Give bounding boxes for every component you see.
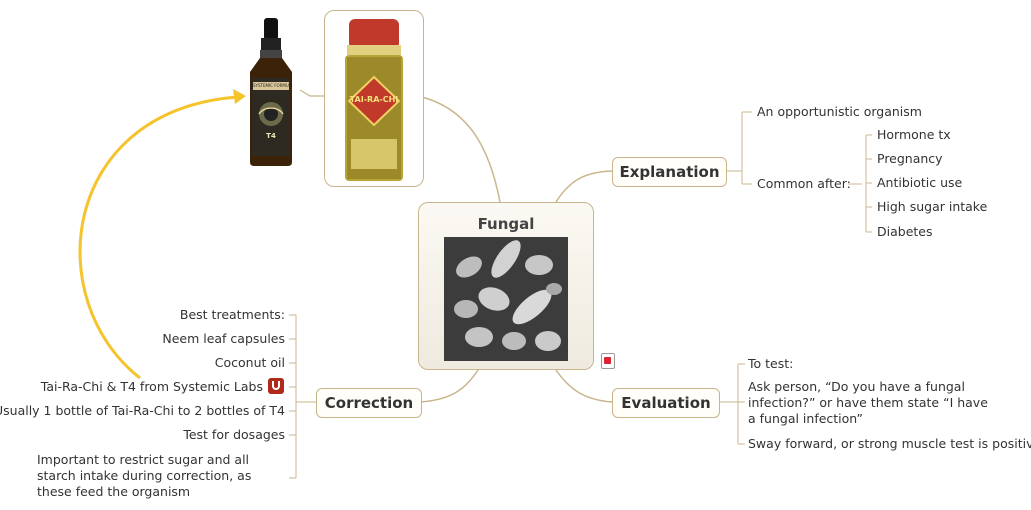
evaluation-item-ask[interactable]: Ask person, “Do you have a fungal infect… [748,379,988,426]
correction-item-best[interactable]: Best treatments: [179,307,285,322]
t4-bottle-image: SYSTEMIC FORMULAS T4 [244,16,298,166]
explanation-item-common-after[interactable]: Common after: [757,176,851,191]
tairachi-image-box: TAI-RA-CHI [324,10,424,187]
central-topic-title: Fungal [477,215,535,233]
correction-item-ratio[interactable]: Usually 1 bottle of Tai-Ra-Chi to 2 bott… [0,403,285,418]
hyperlink-icon[interactable] [268,378,284,394]
topic-explanation[interactable]: Explanation [612,157,727,187]
correction-item-neem[interactable]: Neem leaf capsules [162,331,285,346]
topic-correction[interactable]: Correction [316,388,422,418]
common-after-hormone[interactable]: Hormone tx [877,127,951,142]
topic-explanation-label: Explanation [619,163,720,181]
tairachi-bottle-label: TAI-RA-CHI [349,95,399,104]
explanation-item-opportunistic[interactable]: An opportunistic organism [757,104,922,119]
correction-item-tairachi[interactable]: Tai-Ra-Chi & T4 from Systemic Labs [40,379,263,394]
common-after-pregnancy[interactable]: Pregnancy [877,151,943,166]
central-topic-fungal[interactable]: Fungal [418,202,594,370]
topic-evaluation[interactable]: Evaluation [612,388,720,418]
common-after-diabetes[interactable]: Diabetes [877,224,933,239]
correction-item-restrict[interactable]: Important to restrict sugar and all star… [37,452,252,499]
topic-evaluation-label: Evaluation [621,394,711,412]
microscope-fungus-image [444,237,568,361]
correction-item-dosage[interactable]: Test for dosages [183,427,285,442]
evaluation-item-sway[interactable]: Sway forward, or strong muscle test is p… [748,436,1031,451]
correction-item-coconut[interactable]: Coconut oil [214,355,285,370]
topic-correction-label: Correction [324,394,414,412]
attachment-note-icon[interactable] [601,353,615,369]
evaluation-item-to-test[interactable]: To test: [748,356,794,371]
common-after-antibiotic[interactable]: Antibiotic use [877,175,963,190]
common-after-sugar[interactable]: High sugar intake [877,199,988,214]
t4-bottle-label: T4 [266,132,276,140]
t4-brand-label: SYSTEMIC FORMULAS [253,83,289,88]
